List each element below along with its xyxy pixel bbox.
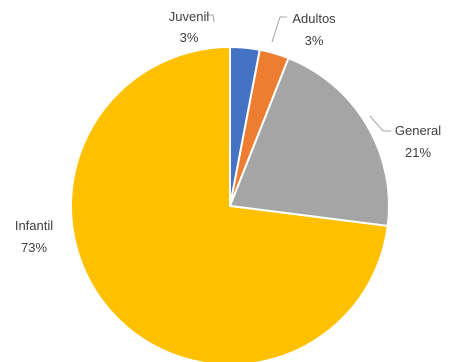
slice-label-infantil: Infantil — [15, 218, 53, 233]
pie-slices — [70, 46, 390, 362]
slice-label-adultos: Adultos — [292, 11, 336, 26]
leader-line-adultos — [271, 16, 287, 43]
leader-line-juvenil — [206, 14, 215, 23]
pie-slice-infantil — [70, 46, 389, 362]
slice-percent-general: 21% — [405, 145, 431, 160]
slice-percent-juvenil: 3% — [180, 30, 199, 45]
leader-lines — [206, 14, 391, 132]
slice-percent-infantil: 73% — [21, 240, 47, 255]
slice-label-juvenil: Juvenil — [169, 9, 210, 24]
slice-label-general: General — [395, 123, 441, 138]
pie-slice-general — [229, 57, 390, 227]
slice-percent-adultos: 3% — [305, 33, 324, 48]
leader-line-general — [369, 115, 391, 132]
